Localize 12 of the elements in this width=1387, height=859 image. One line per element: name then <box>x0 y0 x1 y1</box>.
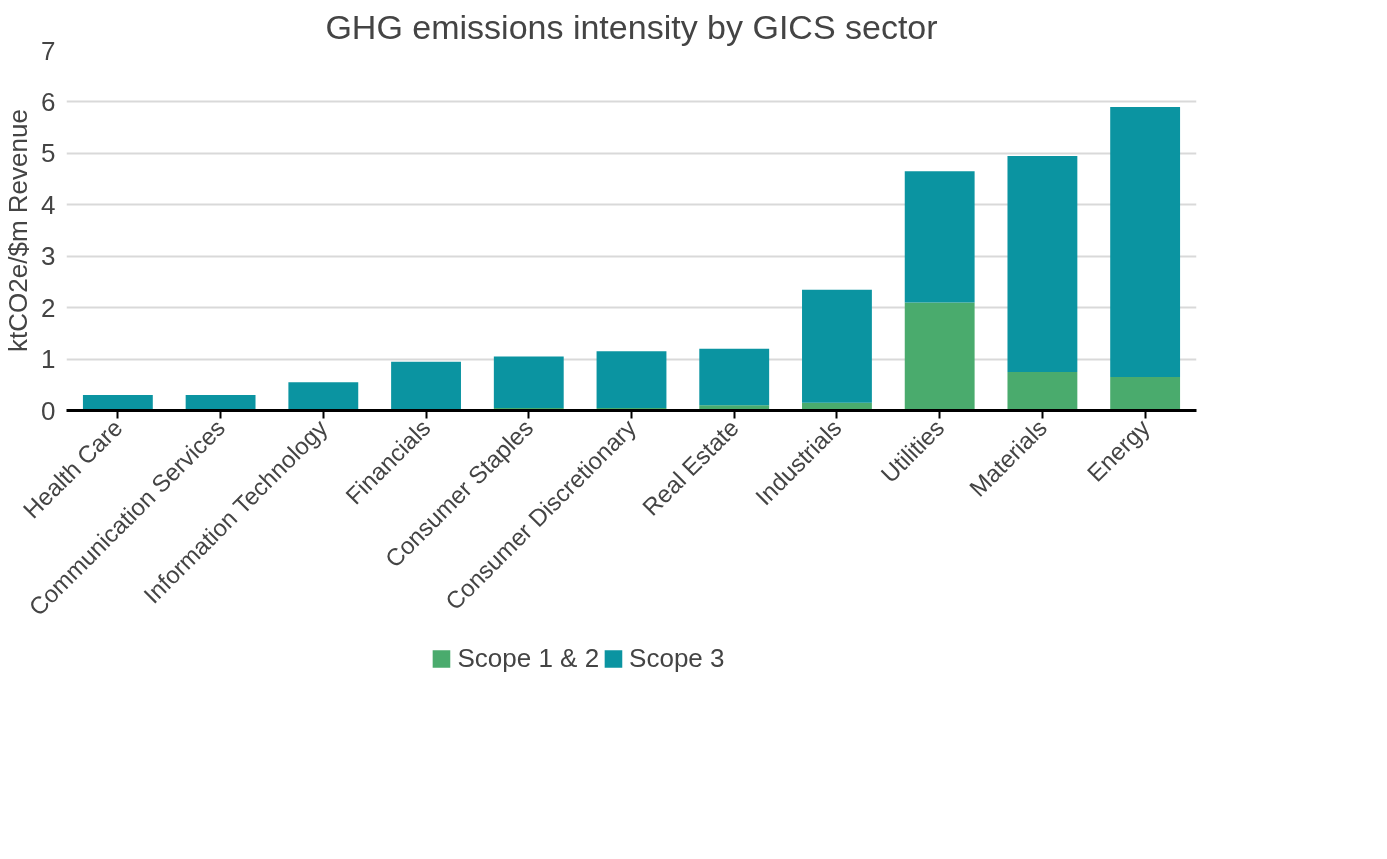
legend-label: Scope 1 & 2 <box>457 642 600 674</box>
y-tick-label: 7 <box>41 35 56 66</box>
y-tick-label: 5 <box>41 138 56 169</box>
y-tick-label: 4 <box>41 189 56 220</box>
legend-label: Scope 3 <box>629 642 725 674</box>
y-tick-label: 3 <box>41 241 56 272</box>
y-tick-label: 2 <box>41 292 56 323</box>
y-tick-label: 1 <box>41 344 56 375</box>
chart-title: GHG emissions intensity by GICS sector <box>325 7 938 46</box>
y-tick-label: 0 <box>41 395 56 426</box>
y-axis-title: ktCO2e/$m Revenue <box>3 109 34 352</box>
y-tick-label: 6 <box>41 86 56 117</box>
